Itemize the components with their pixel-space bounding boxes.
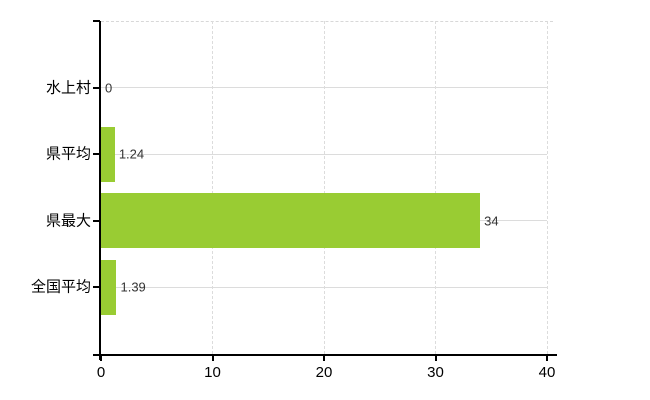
value-label: 34 <box>484 213 499 229</box>
vertical-gridline <box>323 21 325 354</box>
plot-area: 0 10 20 30 40 水上村 0 県平均 1.24 県最大 34 全国平均 1.39 <box>31 20 557 381</box>
x-axis-tick-label: 20 <box>315 364 333 381</box>
x-axis-tick-label: 10 <box>204 364 221 381</box>
vertical-gridline <box>435 21 436 354</box>
category-tick <box>93 153 100 156</box>
category-label: 県平均 <box>45 145 91 163</box>
x-axis-tick <box>100 356 102 361</box>
category-label: 水上村 <box>45 79 91 97</box>
category-gridline <box>101 153 547 155</box>
x-axis-line <box>93 354 557 356</box>
x-axis-tick <box>434 356 437 361</box>
category-tick <box>93 86 100 89</box>
x-axis-tick-label: 0 <box>96 364 106 381</box>
category-tick <box>93 286 100 289</box>
bar <box>101 126 115 182</box>
vertical-gridline <box>212 21 213 354</box>
category-label: 全国平均 <box>30 278 91 296</box>
value-label: 1.39 <box>120 279 146 295</box>
x-axis-tick <box>546 356 548 361</box>
vertical-gridline <box>546 21 548 354</box>
y-axis-top-tick <box>93 20 100 22</box>
category-label: 県最大 <box>45 212 91 230</box>
x-axis-tick <box>323 356 325 361</box>
value-label: 0 <box>105 80 113 96</box>
category-tick <box>93 219 100 222</box>
x-axis-tick <box>211 356 214 361</box>
x-axis-tick-label: 40 <box>538 364 556 381</box>
bar <box>101 193 481 249</box>
y-axis-line <box>99 21 101 360</box>
bar <box>101 259 117 315</box>
category-gridline <box>101 286 547 288</box>
value-label: 1.24 <box>118 146 145 162</box>
category-gridline <box>101 87 547 89</box>
x-axis-tick-label: 30 <box>427 364 444 381</box>
plot-top-border <box>101 21 553 22</box>
